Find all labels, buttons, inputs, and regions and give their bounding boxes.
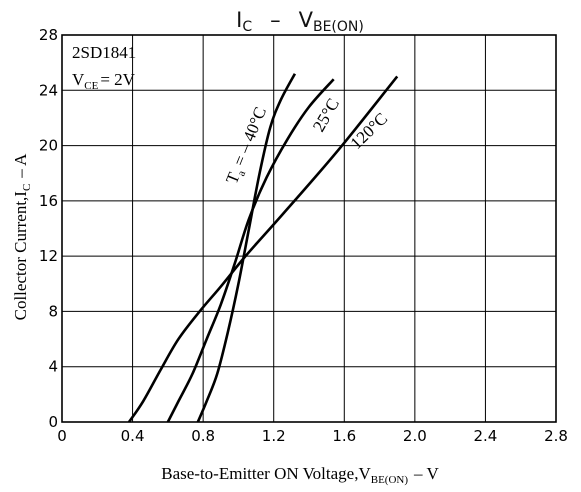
x-tick-label: 2.0 xyxy=(403,427,427,445)
x-tick-label: 0.8 xyxy=(191,427,215,445)
y-tick-label: 8 xyxy=(48,302,58,320)
y-tick-label: 4 xyxy=(48,358,58,376)
y-tick-label: 20 xyxy=(39,137,58,155)
y-tick-label: 16 xyxy=(39,192,58,210)
y-tick-labels: 0 4 8 12 16 20 24 28 xyxy=(39,26,58,431)
y-tick-label: 24 xyxy=(39,81,58,99)
x-tick-label: 1.2 xyxy=(262,427,286,445)
y-tick-label: 28 xyxy=(39,26,58,44)
grid xyxy=(62,35,556,422)
x-axis-label: Base-to-Emitter ON Voltage,VBE(ON) – V xyxy=(161,464,439,486)
y-axis-label: Collector Current,IC– A xyxy=(11,153,33,321)
x-tick-label: 0.4 xyxy=(121,427,145,445)
device-label: 2SD1841 xyxy=(72,43,136,62)
x-tick-label: 1.6 xyxy=(332,427,356,445)
x-tick-label: 2.8 xyxy=(544,427,568,445)
series-line-2 xyxy=(127,75,399,423)
x-tick-label: 2.4 xyxy=(473,427,497,445)
y-tick-label: 0 xyxy=(48,413,58,431)
x-tick-label: 0 xyxy=(57,427,67,445)
plot-frame xyxy=(61,34,557,423)
series-curves xyxy=(127,73,399,423)
condition-label: VCE = 2V xyxy=(72,70,136,92)
x-tick-labels: 0 0.4 0.8 1.2 1.6 2.0 2.4 2.8 xyxy=(57,427,568,445)
y-tick-label: 12 xyxy=(39,247,58,265)
chart-title: IC – VBE(ON) xyxy=(236,8,364,35)
series-line-1 xyxy=(166,78,335,423)
